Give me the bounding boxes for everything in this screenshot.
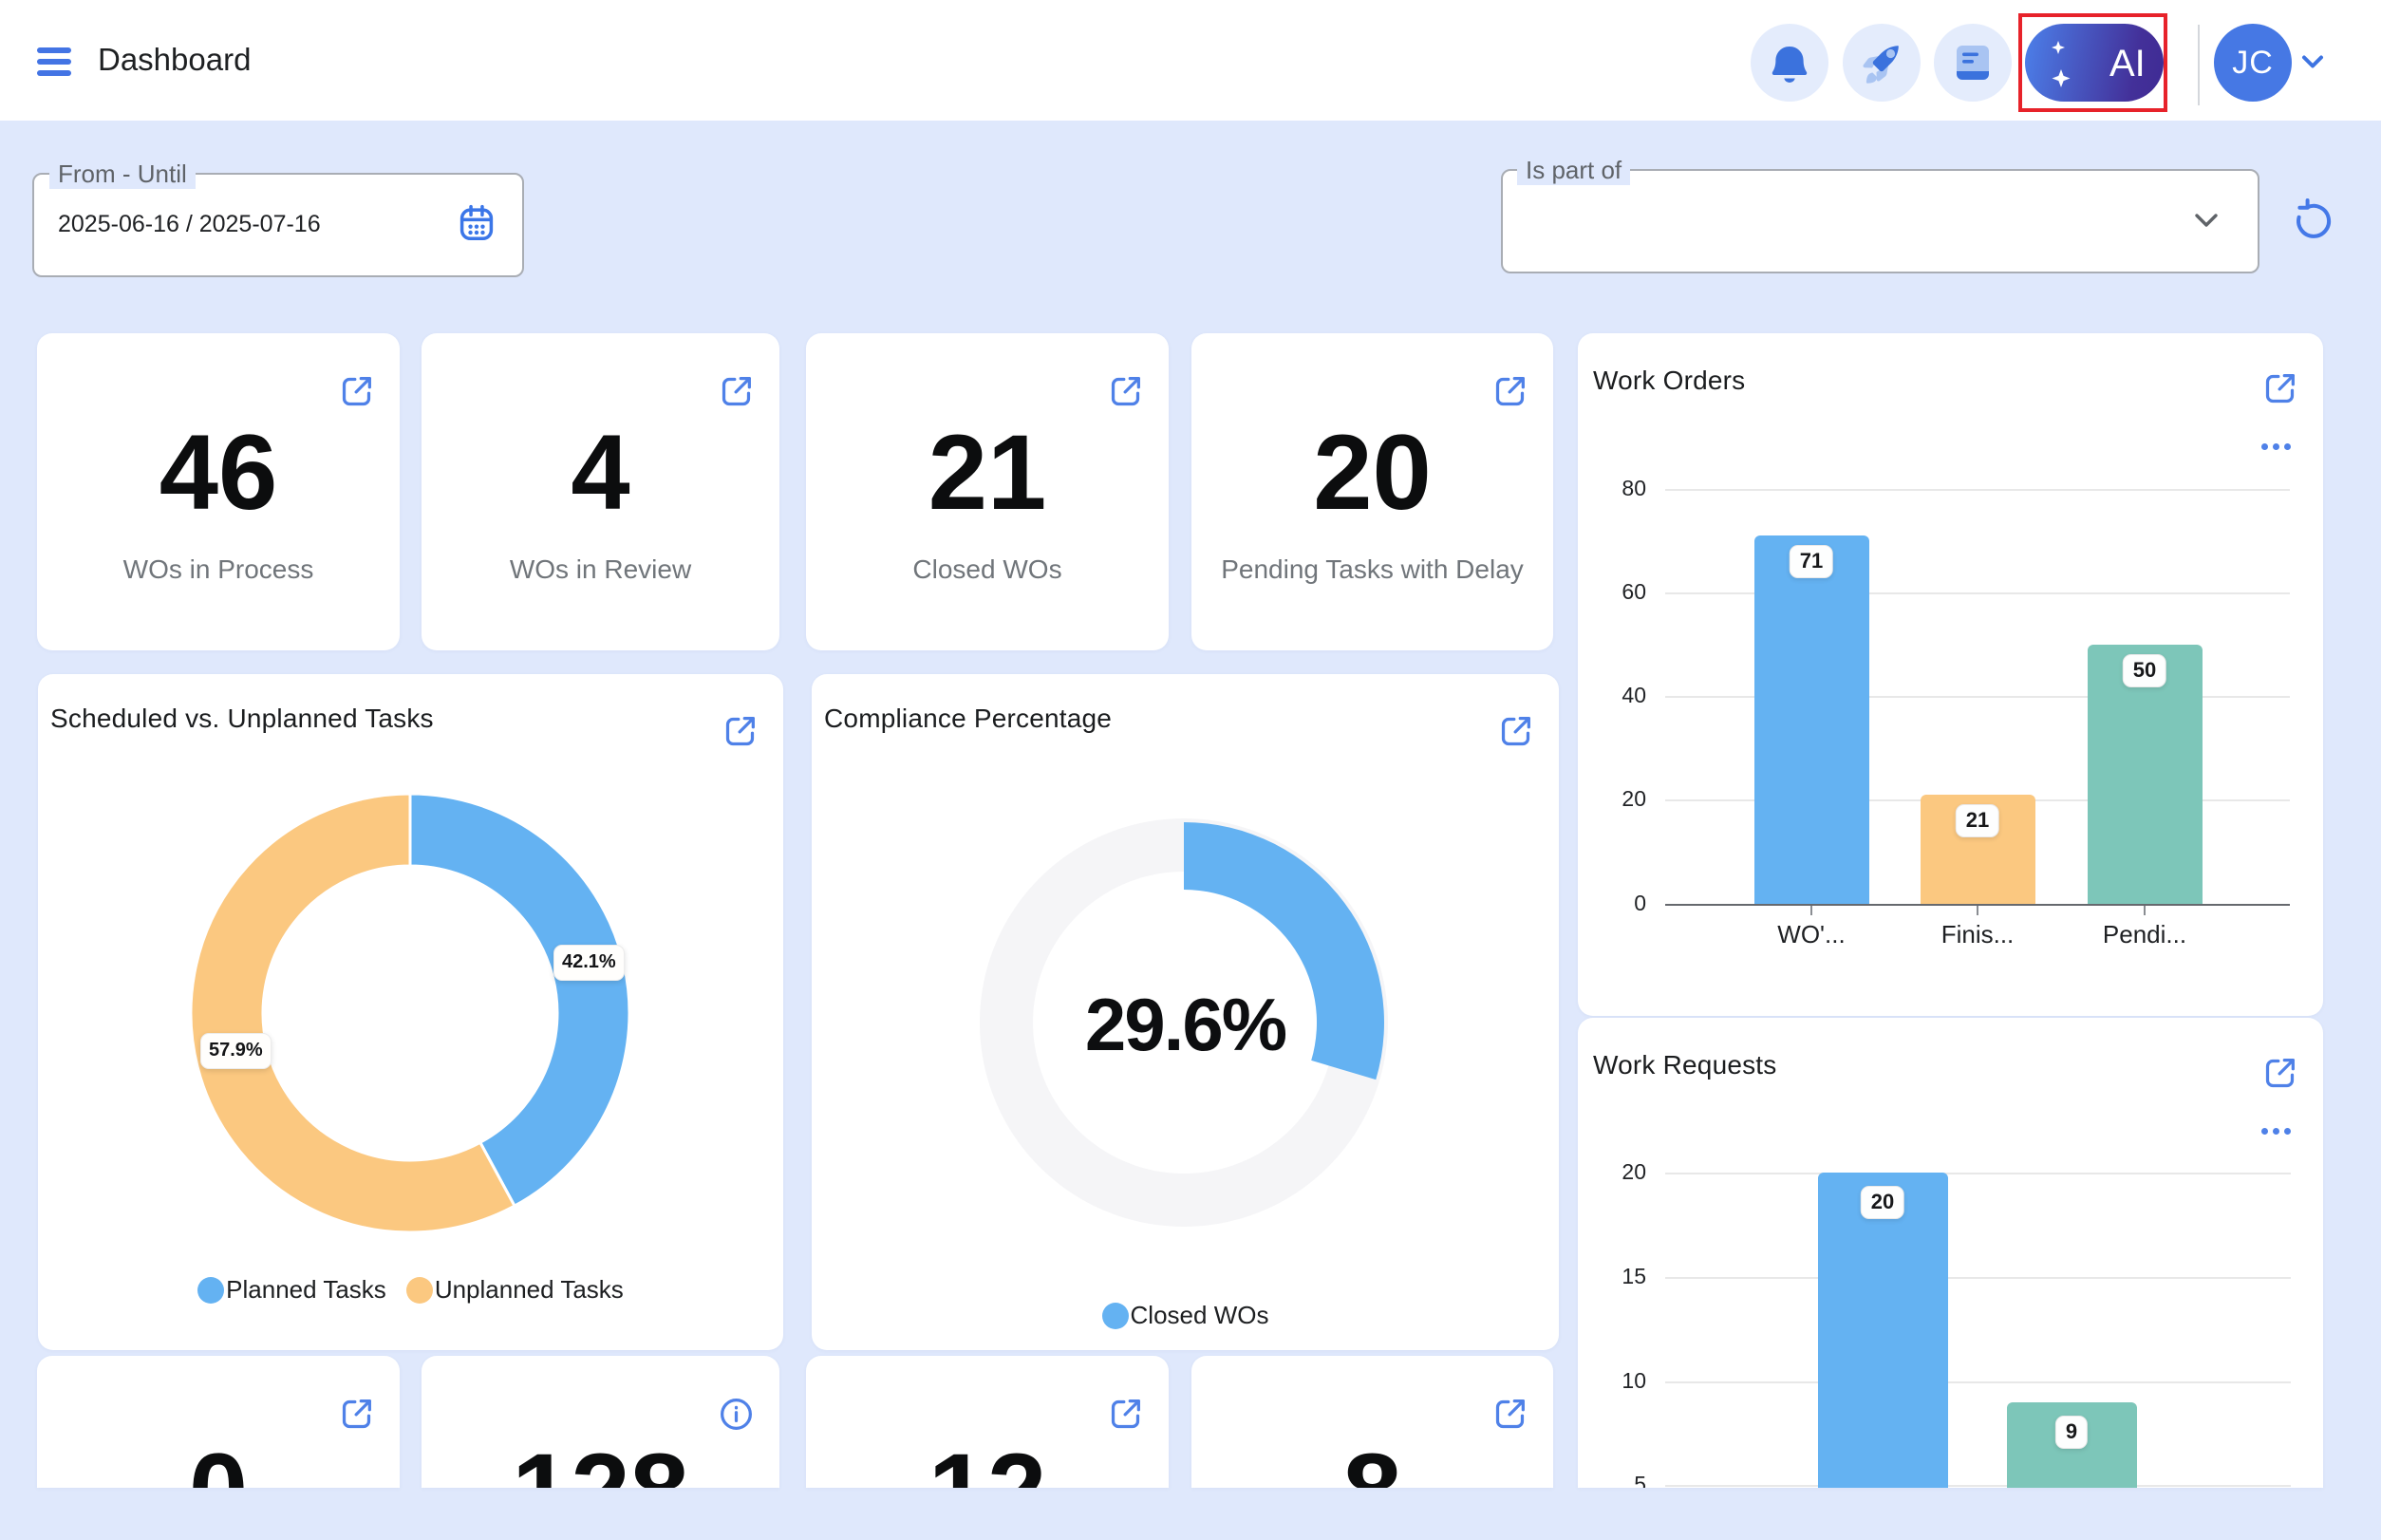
svg-text:AI: AI	[2109, 43, 2146, 85]
